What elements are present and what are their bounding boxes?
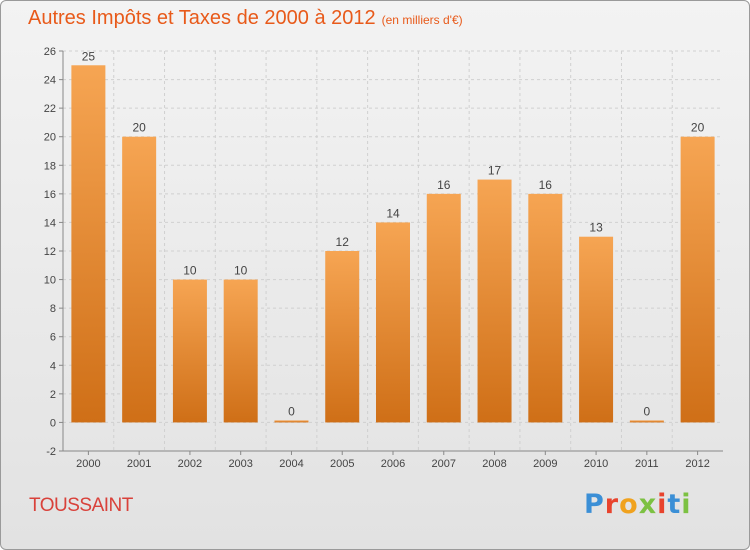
y-tick-label: 10 <box>44 275 56 287</box>
data-label: 0 <box>288 404 295 418</box>
x-tick-label: 2003 <box>228 458 252 470</box>
y-tick-label: 24 <box>44 75 56 87</box>
data-label: 10 <box>234 264 248 278</box>
data-label: 20 <box>691 121 705 135</box>
y-tick-label: 14 <box>44 217 56 229</box>
y-tick-label: 2 <box>50 389 56 401</box>
x-tick-label: 2009 <box>533 458 557 470</box>
x-tick-label: 2007 <box>432 458 456 470</box>
data-label: 17 <box>488 164 502 178</box>
bar <box>122 136 157 423</box>
bar <box>223 279 258 423</box>
logo-letter: i <box>657 489 668 520</box>
proxiti-logo: Proxiti <box>584 489 692 520</box>
data-label: 16 <box>539 178 553 192</box>
logo-letter: P <box>584 489 605 520</box>
x-tick-label: 2002 <box>178 458 202 470</box>
data-label: 16 <box>437 178 451 192</box>
x-tick-label: 2001 <box>127 458 151 470</box>
chart-subtitle: (en milliers d'€) <box>381 13 463 27</box>
bar <box>325 251 360 423</box>
x-tick-label: 2010 <box>584 458 608 470</box>
bar <box>274 420 309 423</box>
bar <box>579 236 614 423</box>
x-tick-label: 2006 <box>381 458 405 470</box>
data-label: 10 <box>183 264 197 278</box>
data-label: 12 <box>336 235 350 249</box>
x-tick-label: 2000 <box>76 458 100 470</box>
data-label: 20 <box>132 121 146 135</box>
axes <box>59 50 723 455</box>
y-tick-label: 8 <box>50 303 56 315</box>
y-tick-label: 0 <box>50 417 56 429</box>
y-tick-label: 6 <box>50 332 56 344</box>
chart-title-text: Autres Impôts et Taxes de 2000 à 2012 <box>28 7 376 29</box>
x-tick-label: 2004 <box>279 458 303 470</box>
y-tick-label: -2 <box>46 446 56 458</box>
x-tick-label: 2012 <box>685 458 709 470</box>
bar <box>172 279 207 423</box>
commune-name: TOUSSAINT <box>29 495 133 516</box>
data-label: 0 <box>644 404 651 418</box>
bar <box>629 420 664 423</box>
y-tick-label: 12 <box>44 246 56 258</box>
bar <box>426 193 461 423</box>
y-tick-label: 18 <box>44 160 56 172</box>
logo-letter: o <box>619 489 639 520</box>
y-tick-label: 20 <box>44 132 56 144</box>
bar <box>528 193 563 423</box>
bar <box>477 179 512 423</box>
x-tick-label: 2011 <box>635 458 659 470</box>
bar <box>680 136 715 423</box>
y-tick-label: 22 <box>44 103 56 115</box>
y-tick-label: 26 <box>44 46 56 58</box>
logo-letter: i <box>681 489 692 520</box>
logo-letter: r <box>604 489 620 520</box>
bars <box>71 65 715 423</box>
x-tick-label: 2005 <box>330 458 354 470</box>
bar <box>376 222 410 423</box>
data-label: 14 <box>386 206 400 220</box>
logo-letter: t <box>667 489 682 520</box>
logo-letter: x <box>638 489 658 520</box>
chart-title: Autres Impôts et Taxes de 2000 à 2012 (en… <box>28 7 463 30</box>
x-tick-label: 2008 <box>482 458 506 470</box>
y-tick-label: 4 <box>50 360 56 372</box>
data-label: 25 <box>82 49 96 63</box>
y-tick-label: 16 <box>44 189 56 201</box>
bar <box>71 65 106 423</box>
data-label: 13 <box>589 221 603 235</box>
